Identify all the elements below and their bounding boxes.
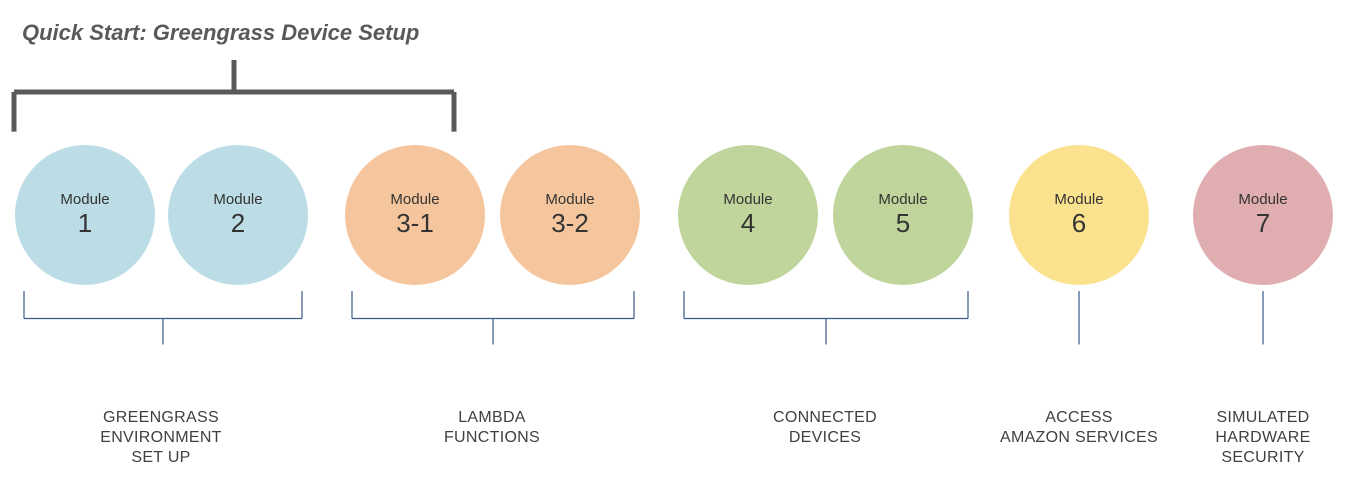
- section-stem: [1261, 291, 1265, 367]
- module-word: Module: [1054, 192, 1103, 209]
- module-3-1: Module3-1: [345, 145, 485, 285]
- module-word: Module: [878, 192, 927, 209]
- top-bracket: [14, 60, 454, 140]
- module-word: Module: [1238, 192, 1287, 209]
- module-number: 6: [1072, 209, 1086, 238]
- module-number: 3-2: [551, 209, 589, 238]
- diagram-title: Quick Start: Greengrass Device Setup: [22, 20, 419, 46]
- module-2: Module2: [168, 145, 308, 285]
- module-1: Module1: [15, 145, 155, 285]
- diagram-canvas: Quick Start: Greengrass Device Setup Modu…: [0, 0, 1356, 502]
- module-7: Module7: [1193, 145, 1333, 285]
- section-stem: [1077, 291, 1081, 367]
- section-label: GREENGRASS ENVIRONMENT SET UP: [61, 408, 261, 468]
- section-bracket: [24, 291, 302, 367]
- module-word: Module: [213, 192, 262, 209]
- module-3-2: Module3-2: [500, 145, 640, 285]
- module-number: 1: [78, 209, 92, 238]
- module-number: 4: [741, 209, 755, 238]
- section-label: ACCESS AMAZON SERVICES: [979, 408, 1179, 448]
- module-number: 5: [896, 209, 910, 238]
- module-6: Module6: [1009, 145, 1149, 285]
- module-number: 2: [231, 209, 245, 238]
- module-word: Module: [390, 192, 439, 209]
- section-label: LAMBDA FUNCTIONS: [392, 408, 592, 448]
- module-word: Module: [723, 192, 772, 209]
- module-word: Module: [545, 192, 594, 209]
- section-bracket: [352, 291, 634, 367]
- section-bracket: [684, 291, 968, 367]
- section-label: SIMULATED HARDWARE SECURITY: [1163, 408, 1356, 468]
- module-5: Module5: [833, 145, 973, 285]
- module-4: Module4: [678, 145, 818, 285]
- module-number: 7: [1256, 209, 1270, 238]
- section-label: CONNECTED DEVICES: [725, 408, 925, 448]
- module-word: Module: [60, 192, 109, 209]
- module-number: 3-1: [396, 209, 434, 238]
